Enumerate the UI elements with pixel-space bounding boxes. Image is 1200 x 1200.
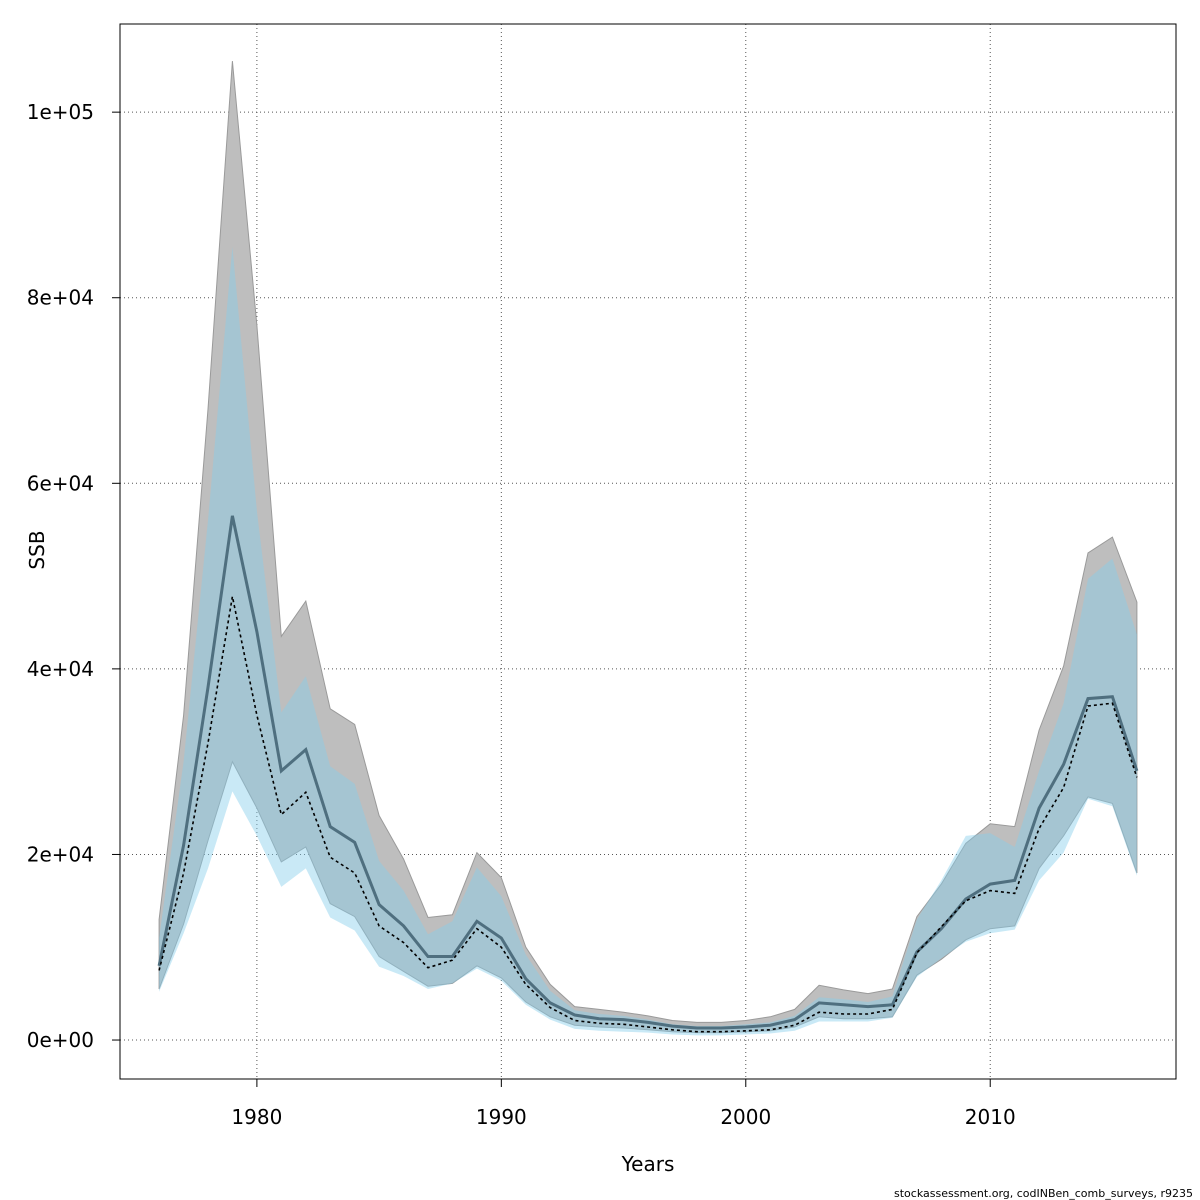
- confidence-bands: [158, 61, 1138, 1036]
- y-tick-label: 8e+04: [27, 286, 94, 310]
- gray-confidence-band: [158, 61, 1138, 1034]
- estimate-lines: [157, 515, 1139, 1033]
- x-tick-label: 1980: [231, 1105, 282, 1129]
- y-tick-label: 6e+04: [27, 471, 94, 495]
- x-axis-title: Years: [621, 1152, 675, 1176]
- credit-text: stockassessment.org, codINBen_comb_surve…: [894, 1187, 1193, 1200]
- y-axis: 0e+00 2e+04 4e+04 6e+04 8e+04 1e+05: [27, 100, 120, 1052]
- y-tick-label: 2e+04: [27, 842, 94, 866]
- gray-estimate-line: [157, 515, 1139, 1030]
- y-tick-label: 4e+04: [27, 657, 94, 681]
- plot-frame: [119, 23, 1177, 1080]
- x-tick-label: 2000: [720, 1105, 771, 1129]
- y-tick-label: 1e+05: [27, 100, 94, 124]
- y-axis-title: SSB: [25, 530, 49, 569]
- x-axis: 1980 1990 2000 2010: [231, 1079, 1016, 1129]
- blue-estimate-line: [158, 596, 1138, 1033]
- x-tick-label: 1990: [476, 1105, 527, 1129]
- x-tick-label: 2010: [965, 1105, 1016, 1129]
- y-tick-label: 0e+00: [27, 1028, 94, 1052]
